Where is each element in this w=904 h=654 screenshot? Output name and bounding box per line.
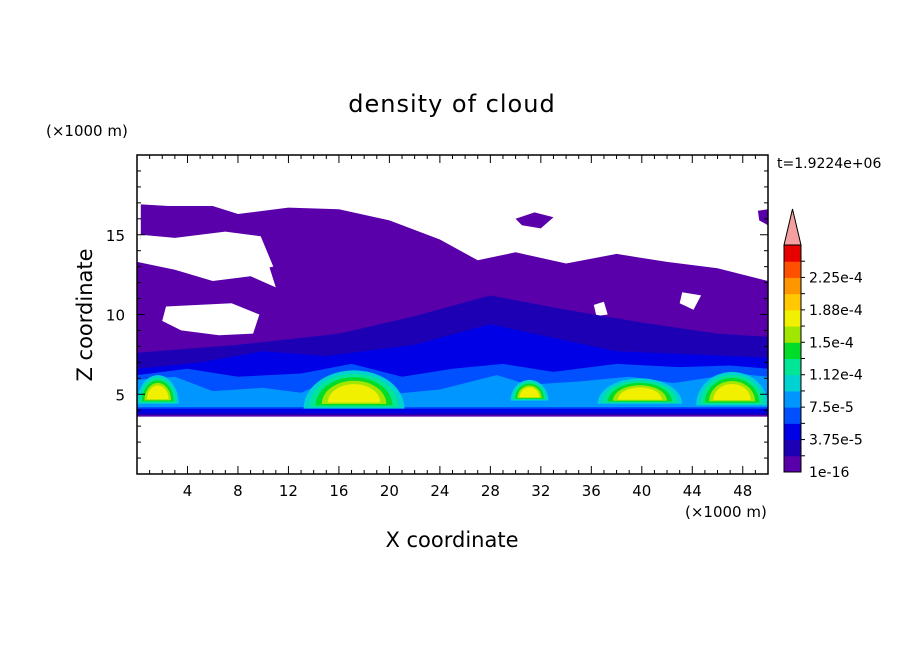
cloud-dome-level-9 <box>327 384 381 403</box>
colorbar-extend-arrow <box>783 208 802 246</box>
x-tick-label: 48 <box>733 482 752 500</box>
y-axis: 5 10 15 <box>106 170 768 459</box>
cloud-dome-level-9 <box>617 387 662 400</box>
colorbar-label: 1.88e-4 <box>809 303 863 319</box>
x-tick-label: 40 <box>632 482 651 500</box>
x-axis-label: X coordinate <box>385 528 518 552</box>
x-tick-label: 4 <box>183 482 193 500</box>
cloud-free-gap <box>679 292 702 310</box>
x-tick-label: 16 <box>329 482 348 500</box>
cloud-free-gap <box>162 303 260 336</box>
plot-area <box>137 204 768 417</box>
colorbar-swatch <box>784 407 801 424</box>
cloud-region-min-density <box>757 209 768 226</box>
y-tick-label: 15 <box>106 227 125 245</box>
x-tick-label: 32 <box>531 482 550 500</box>
cloud-free-gap <box>593 301 608 317</box>
colorbar-swatch <box>784 358 801 376</box>
x-tick-label: 44 <box>683 482 702 500</box>
y-tick-label: 10 <box>106 307 125 325</box>
x-axis: 4 8 12 16 20 24 28 32 36 40 44 48 <box>149 155 756 500</box>
colorbar: 1e-16 3.75e-5 7.5e-5 1.12e-4 1.5e-4 1.88e-4 2.… <box>783 208 863 481</box>
x-tick-label: 12 <box>279 482 298 500</box>
cloud-free-gap <box>140 231 274 273</box>
colorbar-swatch <box>784 390 801 408</box>
colorbar-label: 2.25e-4 <box>809 270 863 286</box>
colorbar-swatch <box>784 423 801 441</box>
colorbar-label: 1e-16 <box>809 465 849 481</box>
colorbar-swatch <box>784 374 801 392</box>
y-tick-label: 5 <box>115 386 125 404</box>
colorbar-swatch <box>784 455 801 473</box>
colorbar-swatch <box>784 261 801 278</box>
cloud-dome-level-9 <box>147 385 169 400</box>
cloud-region-min-density <box>515 212 554 229</box>
y-axis-unit: (×1000 m) <box>46 122 128 140</box>
x-tick-label: 36 <box>582 482 601 500</box>
colorbar-swatch <box>784 245 801 262</box>
colorbar-swatch <box>784 326 801 343</box>
chart-title: density of cloud <box>348 90 555 118</box>
colorbar-swatch <box>784 342 801 359</box>
time-label: t=1.9224e+06 <box>777 156 881 172</box>
x-axis-unit: (×1000 m) <box>685 503 767 521</box>
colorbar-swatch <box>784 293 801 311</box>
colorbar-label: 3.75e-5 <box>809 433 863 449</box>
colorbar-label: 1.12e-4 <box>809 368 863 384</box>
colorbar-swatch <box>784 277 801 295</box>
colorbar-swatch <box>784 439 801 457</box>
cloud-dome-level-9 <box>713 384 751 401</box>
colorbar-swatch <box>784 309 801 327</box>
x-tick-label: 8 <box>233 482 243 500</box>
x-tick-label: 28 <box>481 482 500 500</box>
colorbar-label: 1.5e-4 <box>809 335 854 351</box>
x-tick-label: 20 <box>380 482 399 500</box>
y-axis-label: Z coordinate <box>73 248 97 381</box>
colorbar-label: 7.5e-5 <box>809 400 854 416</box>
x-tick-label: 24 <box>430 482 449 500</box>
cloud-dome-level-9 <box>519 387 540 398</box>
